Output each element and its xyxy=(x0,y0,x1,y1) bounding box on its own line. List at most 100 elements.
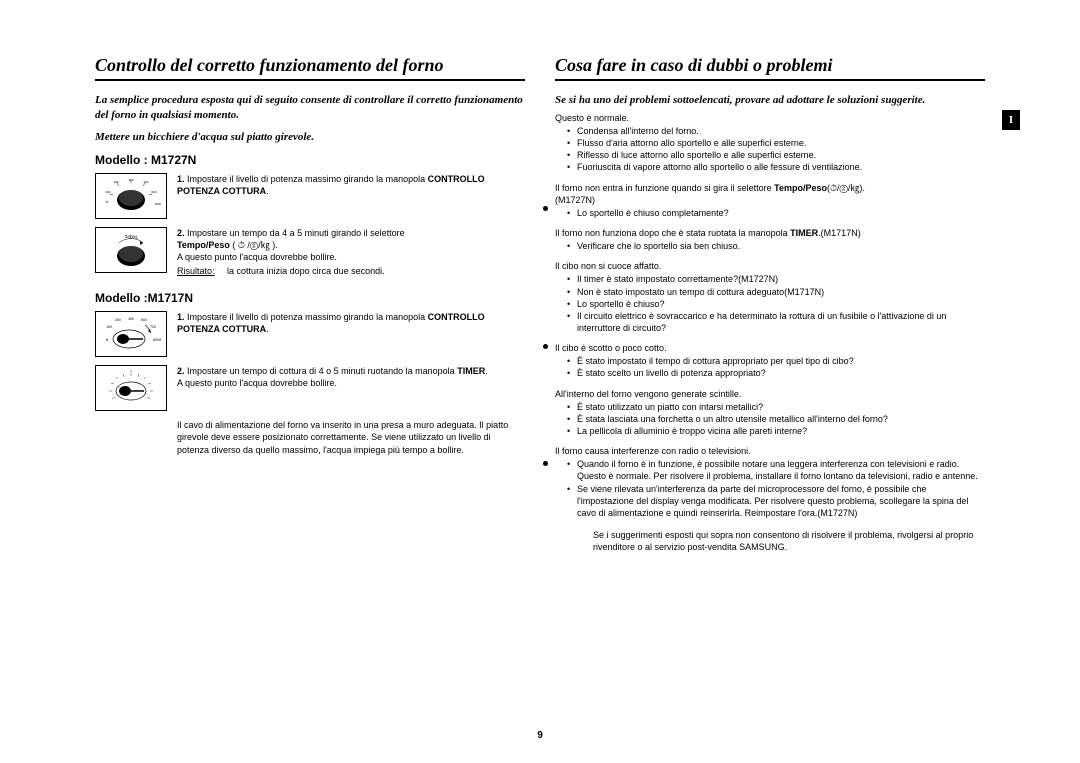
sec-list: Il timer è stato impostato correttamente… xyxy=(555,273,985,334)
right-column: Cosa fare in caso di dubbi o problemi Se… xyxy=(555,55,985,553)
model-a-step1: 300 180 450 100 600 ❄ 800W 1. Impostare … xyxy=(95,173,525,219)
list-item: La pellicola di alluminio è troppo vicin… xyxy=(567,425,985,437)
list-item: Riflesso di luce attorno allo sportello … xyxy=(567,149,985,161)
troubleshoot-sec0: Questo è normale. Condensa all'interno d… xyxy=(555,112,985,174)
list-item: È stato impostato il tempo di cottura ap… xyxy=(567,355,985,367)
svg-text:❄: ❄ xyxy=(106,200,109,204)
svg-text:100: 100 xyxy=(106,325,112,329)
result-line: Risultato: la cottura inizia dopo circa … xyxy=(177,265,525,277)
step-body: Impostare il livello di potenza massimo … xyxy=(187,174,428,184)
sec-head: Il forno non funziona dopo che è stata r… xyxy=(555,227,985,239)
side-dot-icon xyxy=(543,206,548,211)
svg-text:800W: 800W xyxy=(155,202,161,206)
sec-head: Il cibo non si cuoce affatto. xyxy=(555,260,985,272)
sec-list: Condensa all'interno del forno.Flusso d'… xyxy=(555,125,985,174)
step-num: 1. xyxy=(177,312,185,322)
step-num: 2. xyxy=(177,366,185,376)
dial-timer-a: ⏱/ⓖ/㎏ xyxy=(95,227,167,273)
svg-text:100: 100 xyxy=(105,190,110,194)
page-container: Controllo del corretto funzionamento del… xyxy=(95,55,985,553)
side-dot-icon xyxy=(543,344,548,349)
sec-list: Verificare che lo sportello sia ben chiu… xyxy=(555,240,985,252)
model-b-label: Modello :M1717N xyxy=(95,291,525,305)
svg-text:200: 200 xyxy=(115,318,121,322)
troubleshoot-sec6: Il forno causa interferenze con radio o … xyxy=(555,445,985,519)
right-intro: Se si ha uno dei problemi sottoelencati,… xyxy=(555,93,985,108)
svg-text:❄: ❄ xyxy=(106,338,109,342)
left-intro: La semplice procedura esposta qui di seg… xyxy=(95,93,525,123)
troubleshoot-sec5: All'interno del forno vengono generate s… xyxy=(555,388,985,438)
list-item: Se viene rilevata un'interferenza da par… xyxy=(567,483,985,519)
dial-timer-b: 0 xyxy=(95,365,167,411)
sec-list: È stato impostato il tempo di cottura ap… xyxy=(555,355,985,379)
sec-list: È stato utilizzato un piatto con intarsi… xyxy=(555,401,985,437)
svg-text:600: 600 xyxy=(151,190,156,194)
svg-text:800W: 800W xyxy=(153,338,161,342)
list-item: È stato utilizzato un piatto con intarsi… xyxy=(567,401,985,413)
sec-list: Quando il forno è in funzione, è possibi… xyxy=(555,458,985,519)
svg-text:300: 300 xyxy=(128,178,133,182)
step-after: . xyxy=(266,324,269,334)
left-column: Controllo del corretto funzionamento del… xyxy=(95,55,525,553)
left-rule xyxy=(95,79,525,81)
final-note: Se i suggerimenti esposti qui sopra non … xyxy=(593,529,985,553)
head-b: TIMER xyxy=(790,228,818,238)
sec-head: Il forno causa interferenze con radio o … xyxy=(555,445,985,457)
step-line1: Impostare un tempo di cottura di 4 o 5 m… xyxy=(187,366,457,376)
model-b-step2: 0 2. Impostare un tempo di cottura di 4 … xyxy=(95,365,525,411)
sec-head: Il forno non entra in funzione quando si… xyxy=(555,182,985,206)
head-c: .(M1717N) xyxy=(818,228,861,238)
list-item: Quando il forno è in funzione, è possibi… xyxy=(567,458,985,482)
right-title: Cosa fare in caso di dubbi o problemi xyxy=(555,55,985,76)
list-item: Il circuito elettrico è sovraccarico e h… xyxy=(567,310,985,334)
list-item: Il timer è stato impostato correttamente… xyxy=(567,273,985,285)
sec-head: Questo è normale. xyxy=(555,112,985,124)
step-after: . xyxy=(485,366,488,376)
svg-text:700: 700 xyxy=(150,325,156,329)
result-text: la cottura inizia dopo circa due secondi… xyxy=(227,266,385,276)
head-c: (M1727N) xyxy=(555,195,595,205)
right-body: Questo è normale. Condensa all'interno d… xyxy=(555,112,985,553)
step-num: 1. xyxy=(177,174,185,184)
svg-text:⏱/ⓖ/㎏: ⏱/ⓖ/㎏ xyxy=(124,234,137,239)
step-text: 1. Impostare il livello di potenza massi… xyxy=(177,173,525,219)
step-text: 2. Impostare un tempo da 4 a 5 minuti gi… xyxy=(177,227,525,278)
model-a-step2: ⏱/ⓖ/㎏ 2. Impostare un tempo da 4 a 5 min… xyxy=(95,227,525,278)
troubleshoot-sec2: Il forno non funziona dopo che è stata r… xyxy=(555,227,985,252)
list-item: Flusso d'aria attorno allo sportello e a… xyxy=(567,137,985,149)
step-bold: TIMER xyxy=(457,366,485,376)
step-symbols: ( ⏱ /ⓖ/㎏ ). xyxy=(230,240,278,250)
svg-text:450: 450 xyxy=(128,317,134,321)
model-b-step1: 200 450 600 700 100 ❄ 800W 1. Impostare … xyxy=(95,311,525,357)
list-item: Lo sportello è chiuso? xyxy=(567,298,985,310)
svg-text:450: 450 xyxy=(143,180,148,184)
left-sub: Mettere un bicchiere d'acqua sul piatto … xyxy=(95,131,525,143)
dial-power-a: 300 180 450 100 600 ❄ 800W xyxy=(95,173,167,219)
language-tab: I xyxy=(1002,110,1020,130)
step-bold: Tempo/Peso xyxy=(177,240,230,250)
list-item: È stata lasciata una forchetta o un altr… xyxy=(567,413,985,425)
step-num: 2. xyxy=(177,228,185,238)
left-title: Controllo del corretto funzionamento del… xyxy=(95,55,525,76)
model-a-label: Modello : M1727N xyxy=(95,153,525,167)
head-a: Il forno non funziona dopo che è stata r… xyxy=(555,228,790,238)
result-label: Risultato: xyxy=(177,266,215,276)
troubleshoot-sec4: Il cibo è scotto o poco cotto. È stato i… xyxy=(555,342,985,379)
list-item: È stato scelto un livello di potenza app… xyxy=(567,367,985,379)
svg-text:600: 600 xyxy=(141,318,147,322)
troubleshoot-sec3: Il cibo non si cuoce affatto. Il timer è… xyxy=(555,260,985,334)
step-line2: A questo punto l'acqua dovrebbe bollire. xyxy=(177,378,337,388)
right-rule xyxy=(555,79,985,81)
step-after: . xyxy=(266,186,269,196)
page-number: 9 xyxy=(0,730,1080,741)
list-item: Condensa all'interno del forno. xyxy=(567,125,985,137)
list-item: Verificare che lo sportello sia ben chiu… xyxy=(567,240,985,252)
list-item: Non è stato impostato un tempo di cottur… xyxy=(567,286,985,298)
list-item: Fuoriuscita di vapore attorno allo sport… xyxy=(567,161,985,173)
dial-power-b: 200 450 600 700 100 ❄ 800W xyxy=(95,311,167,357)
step-text: 1. Impostare il livello di potenza massi… xyxy=(177,311,525,357)
head-sym: (⏱/ⓖ/㎏). xyxy=(827,183,865,193)
head-b: Tempo/Peso xyxy=(774,183,827,193)
step-body: Impostare il livello di potenza massimo … xyxy=(187,312,428,322)
list-item: Lo sportello è chiuso completamente? xyxy=(567,207,985,219)
